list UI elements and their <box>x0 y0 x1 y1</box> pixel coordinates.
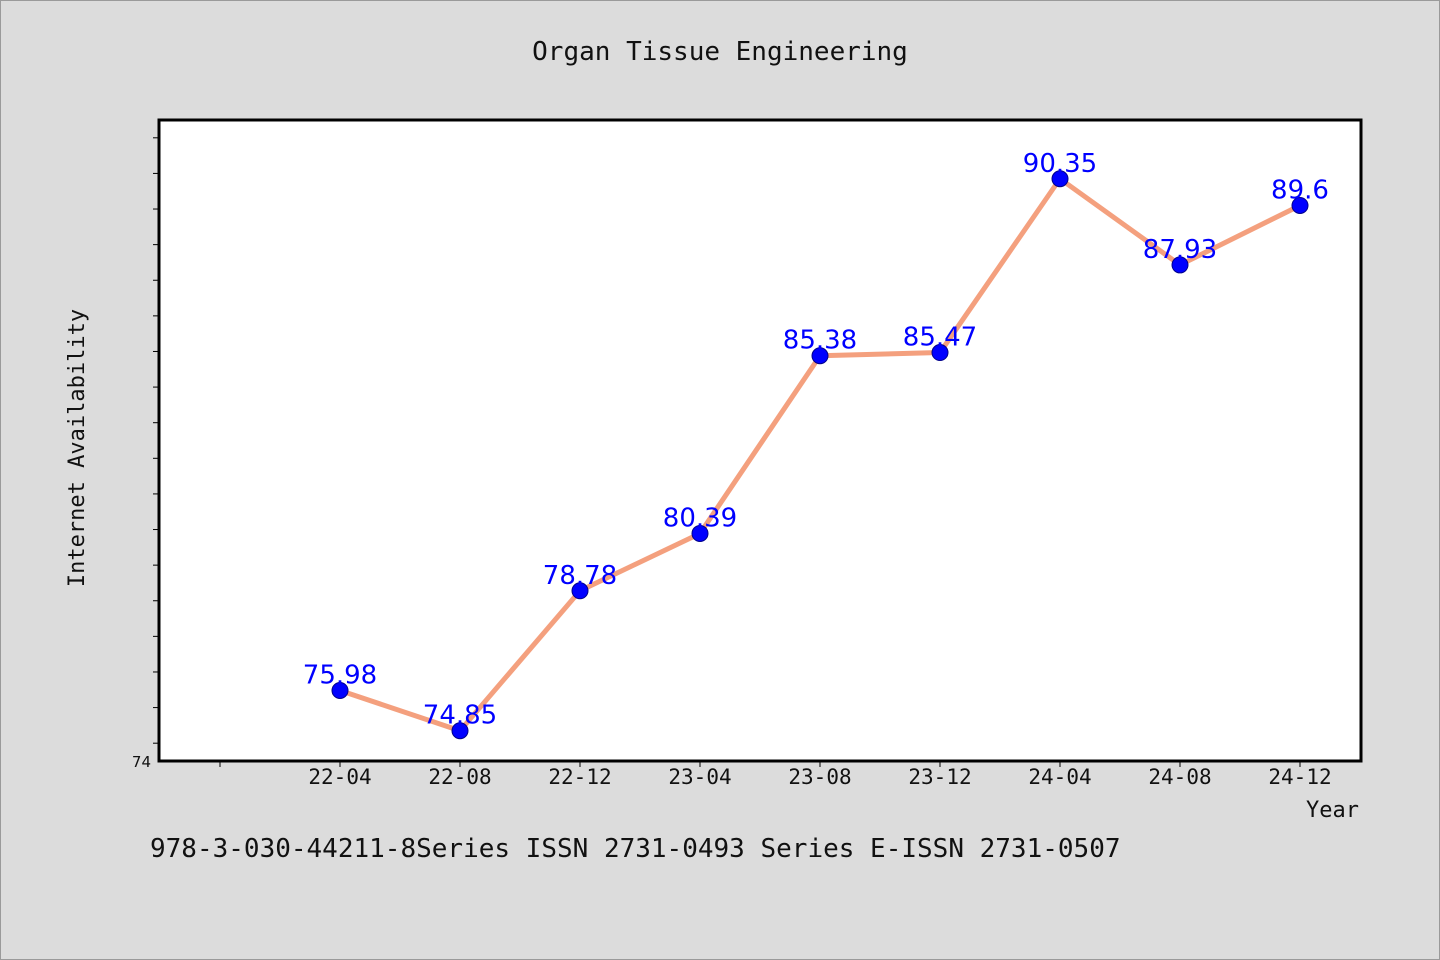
x-tick-label: 24-12 <box>1268 765 1331 789</box>
data-label: 74.85 <box>423 701 497 731</box>
x-tick-label: 23-08 <box>788 765 851 789</box>
series-markers <box>331 170 1309 740</box>
x-tick-label: 22-04 <box>308 765 371 789</box>
data-label: 89.6 <box>1271 175 1329 205</box>
x-tick-label: 24-08 <box>1148 765 1211 789</box>
data-label: 87.93 <box>1143 235 1217 265</box>
data-point <box>1291 196 1309 214</box>
y-tick-label: 74 <box>132 753 151 771</box>
y-axis: 74 <box>132 137 159 771</box>
data-point <box>931 344 949 362</box>
x-axis-label: Year <box>1306 798 1359 823</box>
x-tick-label: 22-08 <box>428 765 491 789</box>
data-label: 85.38 <box>783 326 857 356</box>
x-tick-label: 23-04 <box>668 765 731 789</box>
chart-title: Organ Tissue Engineering <box>532 37 908 67</box>
data-label: 80.39 <box>663 503 737 533</box>
x-axis: 22-04 22-08 22-12 23-04 23-08 23-12 24-04 24-08… <box>219 761 1332 789</box>
data-labels: 75.98 74.85 78.78 80.39 85.38 85.47 90.35 87.93… <box>303 149 1329 731</box>
y-axis-label: Internet Availability <box>65 309 90 587</box>
data-point <box>331 681 349 699</box>
x-tick-label: 24-04 <box>1028 765 1091 789</box>
data-point <box>811 347 829 365</box>
data-label: 75.98 <box>303 660 377 690</box>
data-label: 85.47 <box>903 323 977 353</box>
x-tick-label: 22-12 <box>548 765 611 789</box>
data-point <box>571 582 589 600</box>
plot-area <box>157 118 1363 763</box>
data-point <box>1051 170 1069 188</box>
data-point <box>1171 256 1189 274</box>
footer-note: 978-3-030-44211-8Series ISSN 2731-0493 S… <box>150 834 1121 864</box>
data-point <box>451 722 469 740</box>
data-label: 90.35 <box>1023 149 1097 179</box>
data-point <box>691 524 709 542</box>
x-tick-label: 23-12 <box>908 765 971 789</box>
data-label: 78.78 <box>543 561 617 591</box>
